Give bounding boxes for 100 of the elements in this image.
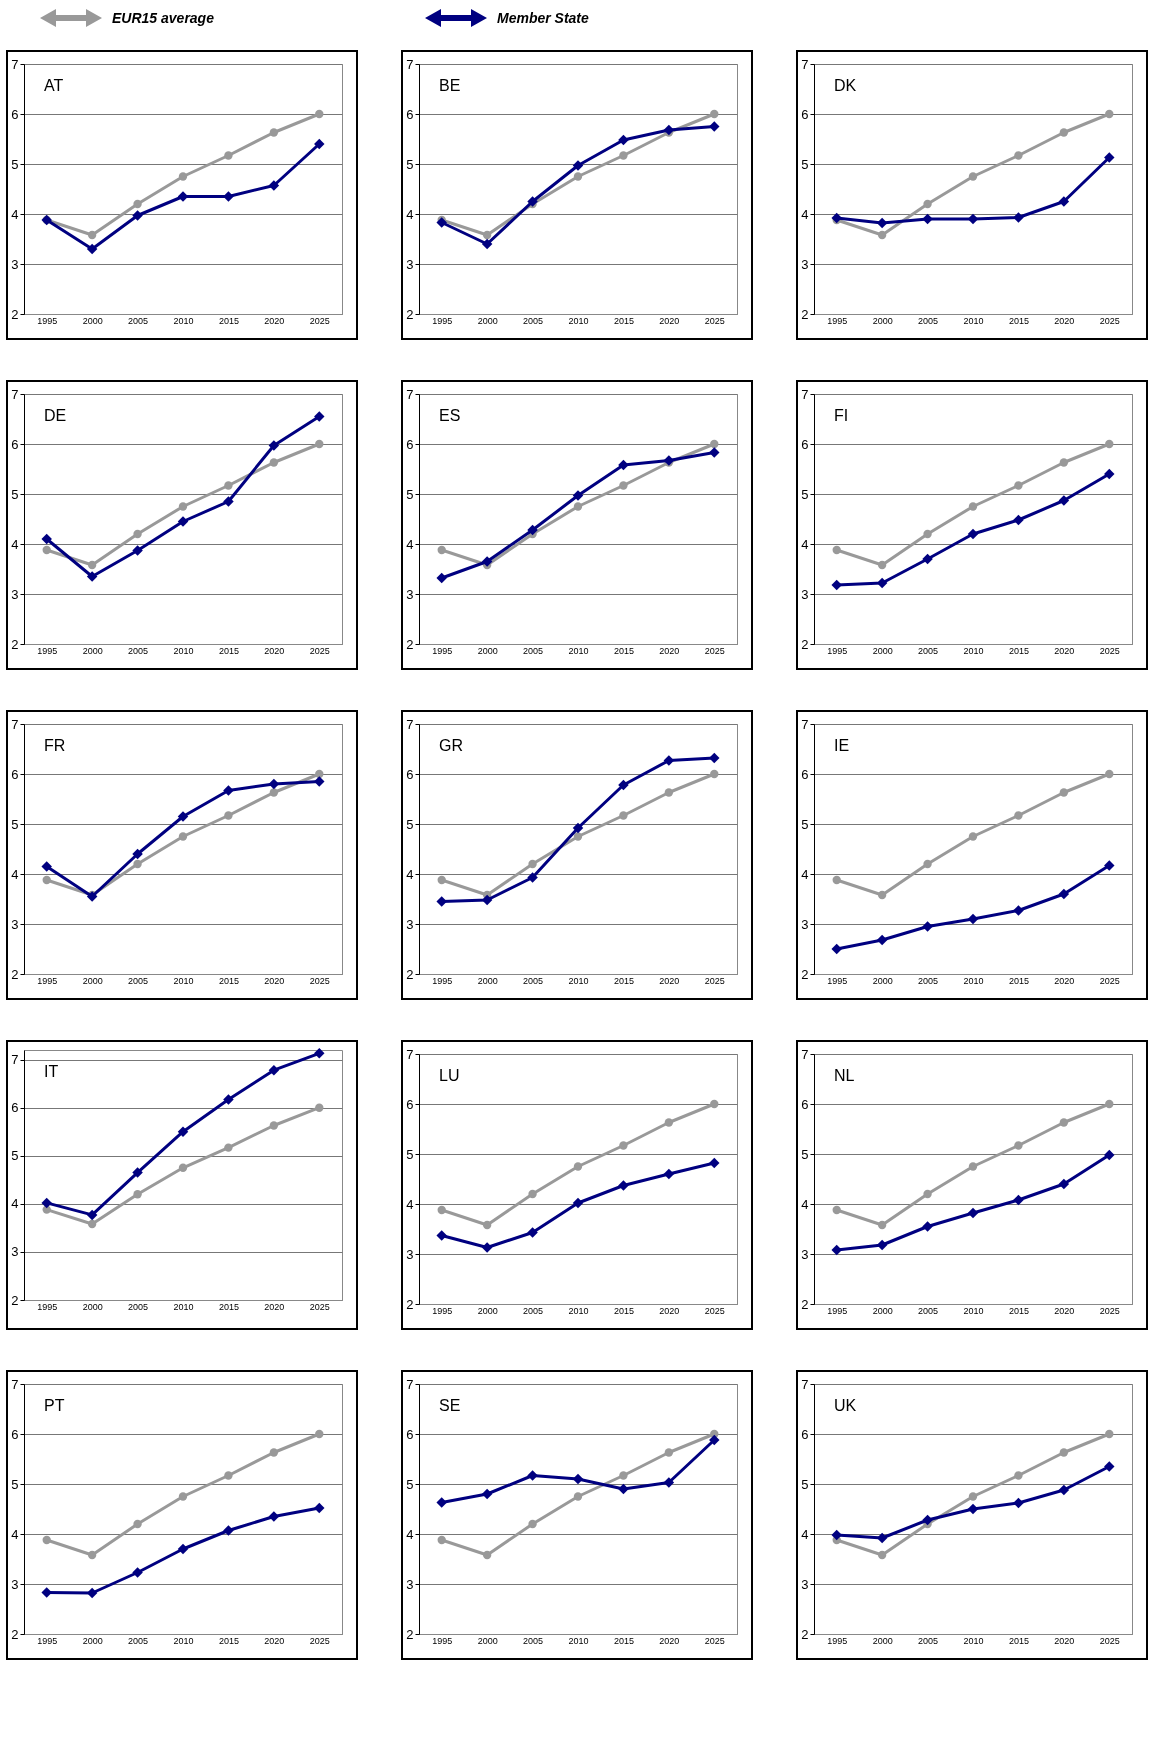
point — [177, 516, 189, 527]
point — [709, 1157, 720, 1169]
y-tick-label: 2 — [406, 306, 414, 322]
x-tick-label: 2010 — [963, 315, 984, 326]
y-tick-label: 2 — [406, 966, 414, 982]
point — [1059, 458, 1069, 467]
y-tick-label: 7 — [11, 56, 19, 72]
point — [1105, 439, 1114, 449]
y-tick-label: 7 — [406, 386, 414, 402]
x-tick-label: 2015 — [613, 1635, 634, 1646]
x-tick-label: 2025 — [309, 645, 330, 656]
y-tick-label: 5 — [406, 1146, 414, 1162]
point — [87, 1550, 97, 1560]
y-tick-label: 2 — [406, 1626, 414, 1642]
y-tick-label: 6 — [11, 1426, 19, 1442]
x-tick-label: 2020 — [264, 645, 285, 656]
y-tick-label: 6 — [406, 1426, 414, 1442]
y-tick-label: 6 — [801, 1426, 809, 1442]
point — [664, 1118, 674, 1127]
y-tick-label: 6 — [406, 436, 414, 452]
point — [922, 1221, 933, 1232]
point — [619, 811, 628, 820]
x-tick-label: 2010 — [963, 645, 984, 656]
point — [1059, 1118, 1069, 1127]
x-tick-label: 2010 — [173, 645, 194, 656]
point — [315, 1429, 324, 1439]
y-tick-label: 2 — [801, 306, 809, 322]
x-tick-label: 2025 — [704, 315, 725, 326]
y-tick-label: 3 — [801, 1576, 809, 1592]
point — [87, 1219, 97, 1229]
point — [132, 210, 143, 221]
x-tick-label: 2025 — [309, 315, 330, 326]
point — [573, 1162, 583, 1171]
point — [573, 1492, 583, 1501]
y-tick-label: 7 — [11, 1376, 19, 1392]
point — [132, 848, 143, 860]
point — [315, 1103, 324, 1112]
y-tick-label: 2 — [406, 1296, 414, 1312]
x-tick-label: 2000 — [477, 975, 498, 986]
point — [436, 1497, 447, 1508]
text: PT — [44, 1397, 65, 1414]
point — [314, 138, 325, 150]
x-tick-label: 1995 — [37, 975, 58, 986]
y-tick-label: 7 — [406, 56, 414, 72]
y-tick-label: 5 — [11, 1476, 19, 1492]
point — [1104, 1461, 1115, 1472]
x-tick-label: 2020 — [1054, 315, 1075, 326]
y-tick-label: 7 — [11, 1052, 19, 1068]
x-tick-label: 2000 — [477, 315, 498, 326]
point — [178, 1492, 188, 1501]
point — [1058, 196, 1070, 207]
point — [1105, 1099, 1114, 1109]
point — [314, 776, 325, 787]
x-tick-label: 2015 — [1008, 315, 1029, 326]
point — [1013, 514, 1024, 526]
point — [922, 553, 933, 565]
point — [709, 1434, 720, 1446]
point — [42, 1535, 51, 1545]
point — [572, 490, 584, 501]
x-tick-label: 2020 — [659, 1635, 680, 1646]
point — [619, 1471, 628, 1480]
point — [41, 861, 52, 872]
y-tick-label: 5 — [406, 486, 414, 502]
point — [269, 1448, 279, 1457]
y-tick-label: 5 — [406, 1476, 414, 1492]
point — [87, 230, 97, 240]
point — [710, 1099, 719, 1109]
x-tick-label: 2010 — [173, 315, 194, 326]
x-tick-label: 2005 — [523, 645, 544, 656]
point — [527, 872, 538, 883]
y-tick-label: 3 — [406, 256, 414, 272]
point — [923, 529, 932, 539]
x-tick-label: 2000 — [477, 1635, 498, 1646]
point — [967, 528, 979, 540]
point — [269, 128, 279, 137]
point — [177, 1543, 189, 1555]
point — [177, 811, 189, 822]
point — [178, 502, 188, 511]
point — [1013, 212, 1024, 223]
y-tick-label: 4 — [801, 536, 809, 552]
point — [877, 560, 887, 570]
y-tick-label: 4 — [406, 1526, 414, 1542]
point — [572, 822, 584, 834]
x-tick-label: 2005 — [918, 975, 939, 986]
point — [528, 1519, 537, 1529]
point — [573, 502, 583, 511]
text: LU — [439, 1067, 460, 1084]
point — [482, 230, 492, 240]
point — [86, 571, 98, 582]
point — [1014, 811, 1023, 820]
y-tick-label: 3 — [801, 1246, 809, 1262]
point — [314, 1048, 325, 1059]
point — [528, 1189, 537, 1199]
text: IE — [834, 737, 850, 754]
x-tick-label: 2015 — [1008, 645, 1029, 656]
x-tick-label: 2015 — [613, 1305, 634, 1316]
x-tick-label: 2005 — [918, 1635, 939, 1646]
x-tick-label: 2020 — [264, 975, 285, 986]
point — [86, 243, 98, 255]
point — [968, 1492, 978, 1501]
